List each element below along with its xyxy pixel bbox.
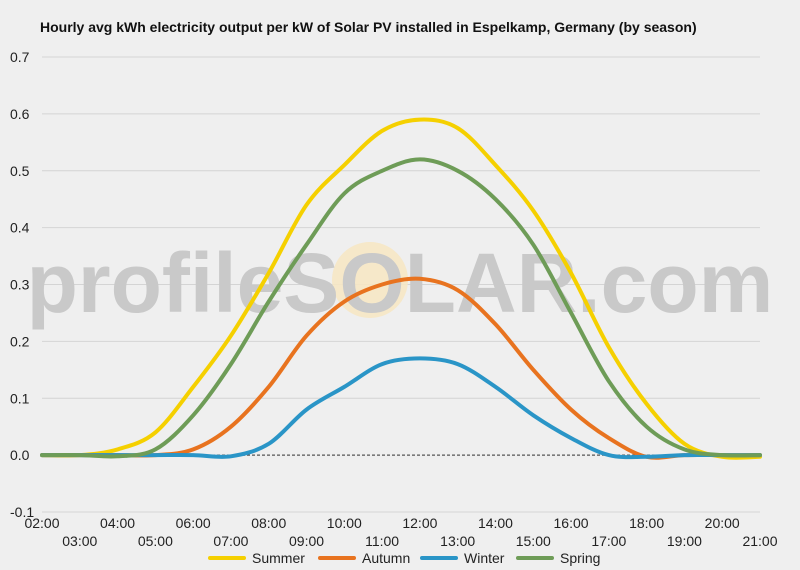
x-tick-label: 21:00	[742, 533, 777, 549]
x-tick-label: 10:00	[327, 515, 362, 531]
y-tick-label: 0.2	[10, 333, 30, 349]
y-tick-label: 0.1	[10, 390, 30, 406]
x-tick-label: 20:00	[705, 515, 740, 531]
x-tick-label: 04:00	[100, 515, 135, 531]
legend-item-winter: Winter	[420, 549, 504, 567]
legend-label: Autumn	[362, 550, 411, 566]
series-line-winter	[40, 356, 762, 460]
legend-item-spring: Spring	[516, 549, 600, 567]
y-tick-label: 0.4	[10, 220, 30, 236]
legend-label: Summer	[252, 550, 305, 566]
legend-swatch	[420, 556, 458, 560]
x-tick-label: 13:00	[440, 533, 475, 549]
series-line-spring	[40, 157, 762, 459]
legend-label: Winter	[464, 550, 505, 566]
y-tick-label: 0.5	[10, 163, 30, 179]
chart-legend: Summer Autumn Winter Spring	[0, 549, 800, 567]
x-tick-label: 09:00	[289, 533, 324, 549]
x-tick-label: 17:00	[591, 533, 626, 549]
x-tick-label: 14:00	[478, 515, 513, 531]
x-tick-label: 02:00	[24, 515, 59, 531]
legend-swatch	[208, 556, 246, 560]
legend-swatch	[318, 556, 356, 560]
series-line-summer	[40, 117, 762, 460]
y-tick-label: -0.1	[10, 504, 34, 520]
x-tick-label: 19:00	[667, 533, 702, 549]
legend-label: Spring	[560, 550, 601, 566]
chart-title: Hourly avg kWh electricity output per kW…	[40, 19, 697, 35]
legend-swatch	[516, 556, 554, 560]
watermark-text: profileSOLAR.com	[27, 236, 774, 330]
x-tick-label: 12:00	[402, 515, 437, 531]
x-tick-label: 16:00	[554, 515, 589, 531]
x-tick-label: 11:00	[365, 533, 399, 549]
x-tick-label: 15:00	[516, 533, 551, 549]
x-tick-label: 06:00	[176, 515, 211, 531]
x-tick-label: 08:00	[251, 515, 286, 531]
y-tick-label: 0.7	[10, 49, 30, 65]
legend-item-summer: Summer	[208, 549, 305, 567]
legend-item-autumn: Autumn	[318, 549, 410, 567]
x-tick-label: 03:00	[62, 533, 97, 549]
y-tick-label: 0.6	[10, 106, 30, 122]
y-tick-label: 0.3	[10, 277, 30, 293]
x-tick-label: 18:00	[629, 515, 664, 531]
x-tick-label: 05:00	[138, 533, 173, 549]
x-tick-label: 07:00	[213, 533, 248, 549]
y-tick-label: 0.0	[10, 447, 30, 463]
